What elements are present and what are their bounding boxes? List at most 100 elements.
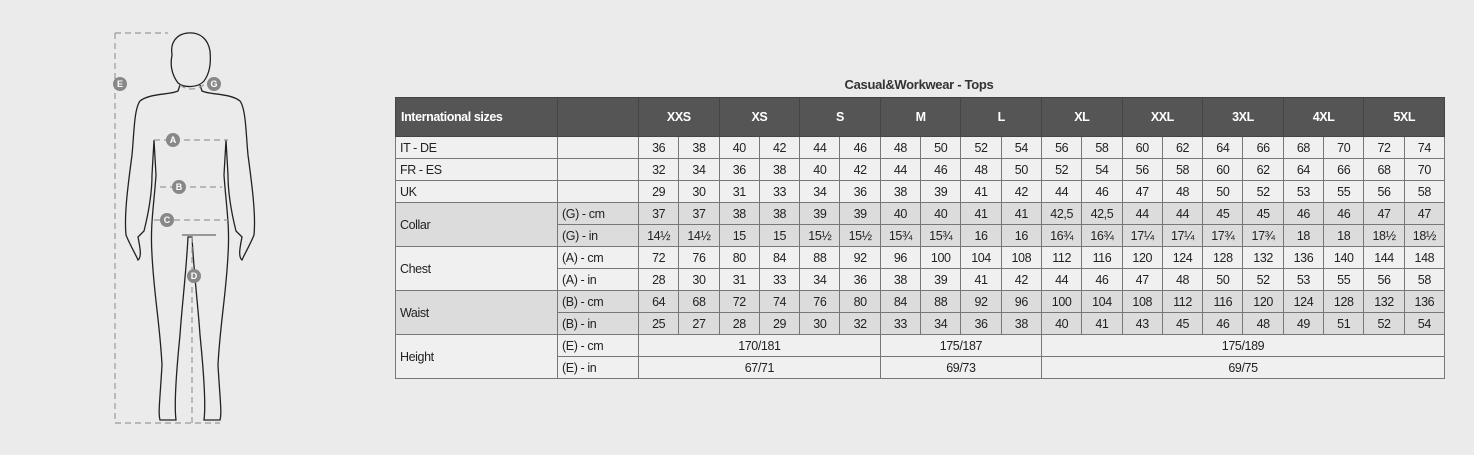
table-cell: 64 (1282, 158, 1325, 181)
table-cell: 70 (1323, 136, 1365, 159)
table-cell: 132 (1363, 290, 1405, 313)
table-cell: 38 (678, 136, 720, 159)
table-row: IT - DE 36 38 40 42 44 46 48 50 52 54 56 58 60 62 64 66 6… (395, 136, 1446, 159)
row-label-chest: Chest (395, 246, 558, 291)
table-row: UK 29 30 31 33 34 36 38 39 41 42 44 46 47 48 50 52 53 55 56… (395, 180, 1446, 203)
table-cell: 41 (1081, 312, 1123, 335)
table-row: Chest (A) - cm 72 76 80 84 88 92 96 100 104 108 112 1… (395, 246, 1446, 291)
table-cell: 100 (920, 246, 962, 269)
header-size-m: M (879, 97, 962, 137)
table-cell: 33 (758, 268, 801, 291)
table-cell: 88 (799, 246, 841, 269)
table-cell: 31 (718, 180, 760, 203)
table-cell: 38 (718, 202, 760, 225)
table-cell: 50 (1202, 268, 1244, 291)
row-unit: (B) - cm (557, 290, 639, 313)
table-cell: 136 (1282, 246, 1325, 269)
table-cell: 120 (1121, 246, 1163, 269)
table-cell: 42 (839, 158, 881, 181)
row-unit: (A) - cm (557, 246, 639, 269)
table-cell: 52 (960, 136, 1002, 159)
row-unit: (E) - in (557, 356, 639, 379)
table-cell: 46 (1081, 268, 1123, 291)
table-cell: 34 (678, 158, 720, 181)
table-cell: 17¾ (1202, 224, 1244, 247)
table-cell: 52 (1363, 312, 1405, 335)
table-cell: 45 (1242, 202, 1284, 225)
table-cell: 120 (1242, 290, 1284, 313)
table-cell: 108 (1000, 246, 1042, 269)
header-size-4xl: 4XL (1282, 97, 1365, 137)
table-cell: 66 (1242, 136, 1284, 159)
table-cell: 48 (1161, 268, 1204, 291)
table-cell: 175/187 (879, 334, 1042, 357)
table-cell: 58 (1081, 136, 1123, 159)
table-cell: 16¾ (1081, 224, 1123, 247)
svg-text:D: D (191, 271, 198, 281)
table-cell: 52 (1242, 268, 1284, 291)
table-cell: 43 (1121, 312, 1163, 335)
table-cell: 56 (1363, 180, 1405, 203)
table-cell: 15¾ (879, 224, 922, 247)
table-cell: 40 (799, 158, 841, 181)
table-cell: 48 (1161, 180, 1204, 203)
table-cell: 38 (758, 158, 801, 181)
collar-guide-line (179, 84, 205, 90)
table-cell: 29 (758, 312, 801, 335)
table-cell: 74 (1403, 136, 1446, 159)
marker-a: A (166, 133, 180, 147)
svg-text:A: A (170, 135, 177, 145)
row-unit (557, 158, 639, 181)
row-unit (557, 136, 639, 159)
table-cell: 46 (839, 136, 881, 159)
table-cell: 56 (1121, 158, 1163, 181)
table-cell: 17¼ (1161, 224, 1204, 247)
table-cell: 40 (879, 202, 922, 225)
table-cell: 96 (1000, 290, 1042, 313)
table-cell: 53 (1282, 180, 1325, 203)
table-cell: 48 (1242, 312, 1284, 335)
header-size-xl: XL (1040, 97, 1123, 137)
table-cell: 66 (1323, 158, 1365, 181)
table-cell: 27 (678, 312, 720, 335)
table-cell: 47 (1121, 268, 1163, 291)
table-cell: 39 (799, 202, 841, 225)
table-cell: 175/189 (1040, 334, 1446, 357)
table-cell: 46 (1081, 180, 1123, 203)
table-cell: 51 (1323, 312, 1365, 335)
table-row: (A) - in 28 30 31 33 34 36 38 39 41 42 44 46 47 48 50 52… (396, 268, 1446, 291)
table-cell: 40 (1040, 312, 1083, 335)
table-cell: 47 (1363, 202, 1405, 225)
table-cell: 41 (960, 202, 1002, 225)
table-cell: 46 (1282, 202, 1325, 225)
header-blank (557, 97, 639, 137)
table-cell: 92 (960, 290, 1002, 313)
table-cell: 44 (799, 136, 841, 159)
table-cell: 30 (799, 312, 841, 335)
table-cell: 112 (1161, 290, 1204, 313)
table-cell: 68 (1282, 136, 1325, 159)
table-cell: 80 (839, 290, 881, 313)
table-cell: 70 (1403, 158, 1446, 181)
table-cell: 14½ (678, 224, 720, 247)
table-cell: 55 (1323, 268, 1365, 291)
table-cell: 39 (920, 180, 962, 203)
row-unit: (E) - cm (557, 334, 639, 357)
table-cell: 16 (960, 224, 1002, 247)
body-outline (124, 84, 256, 421)
row-unit (557, 180, 639, 203)
table-cell: 58 (1161, 158, 1204, 181)
table-cell: 44 (1040, 268, 1083, 291)
table-cell: 108 (1121, 290, 1163, 313)
table-cell: 17¾ (1242, 224, 1284, 247)
marker-g: G (207, 77, 221, 91)
table-cell: 52 (1040, 158, 1083, 181)
svg-text:E: E (117, 79, 123, 89)
table-cell: 44 (1161, 202, 1204, 225)
table-cell: 33 (758, 180, 801, 203)
table-row: Waist (B) - cm 64 68 72 74 76 80 84 88 92 96 100 104 1… (395, 290, 1446, 335)
table-cell: 112 (1040, 246, 1083, 269)
table-cell: 15 (718, 224, 760, 247)
table-cell: 88 (920, 290, 962, 313)
table-cell: 46 (1202, 312, 1244, 335)
